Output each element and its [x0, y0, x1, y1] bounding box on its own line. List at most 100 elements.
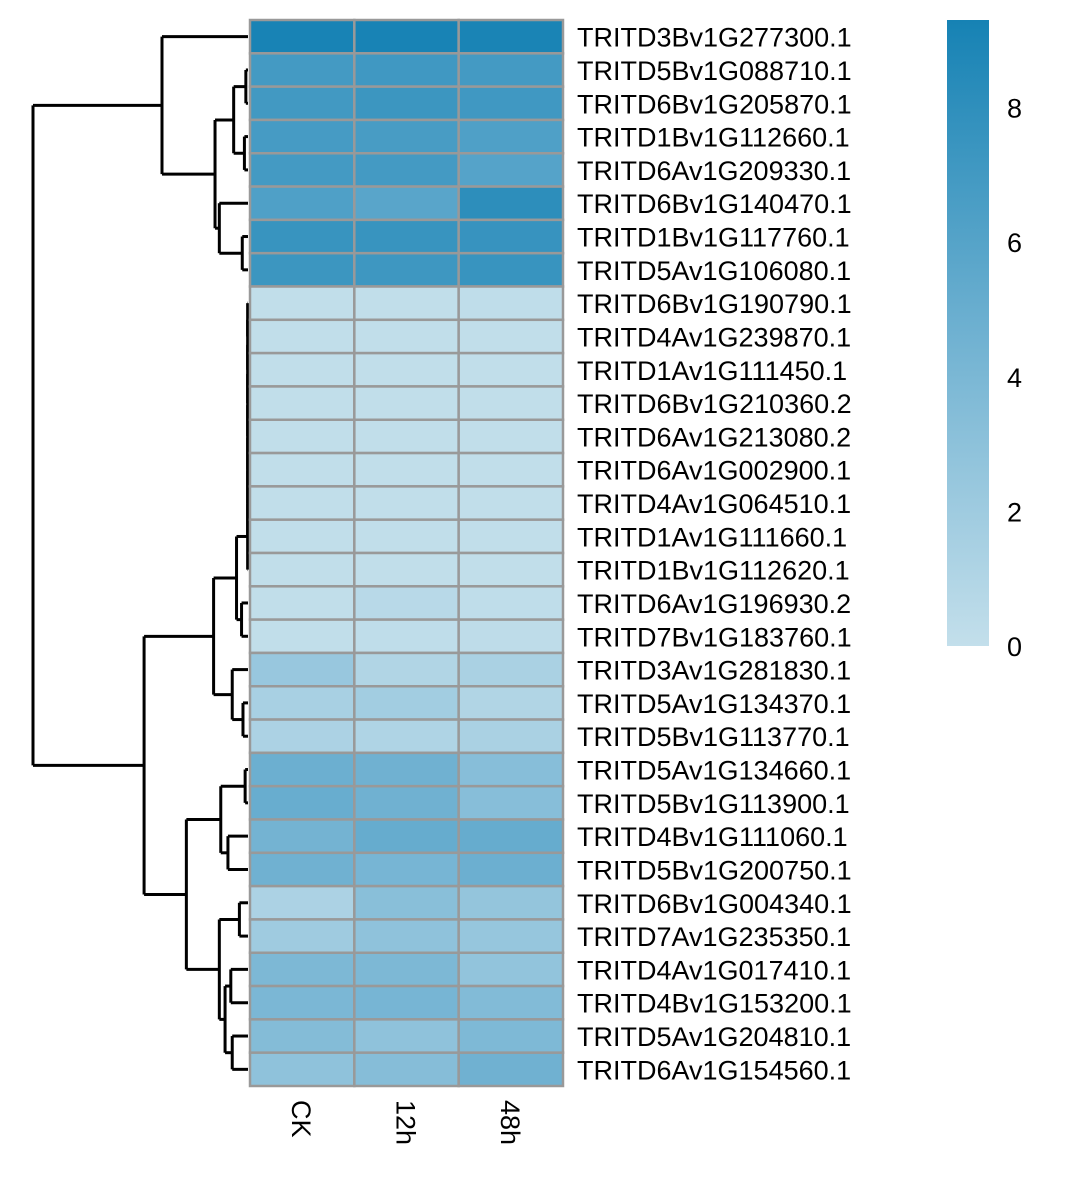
- heatmap-cell: [353, 1018, 460, 1054]
- heatmap-cell: [457, 551, 565, 588]
- heatmap-cell: [248, 551, 356, 588]
- color-legend: 0 2 4 6 8: [947, 20, 1022, 662]
- heatmap-cells: [248, 18, 565, 1088]
- heatmap-cell: [353, 984, 460, 1021]
- heatmap-cell: [353, 518, 460, 555]
- heatmap-cell: [457, 485, 565, 521]
- heatmap-cell: [353, 118, 460, 155]
- legend-tick-label: 8: [1007, 94, 1022, 124]
- heatmap-cell: [248, 585, 356, 621]
- legend-color-bar: [947, 20, 989, 646]
- heatmap-cell: [248, 951, 356, 988]
- row-label: TRITD3Bv1G277300.1: [577, 23, 852, 53]
- heatmap-cell: [248, 651, 356, 688]
- heatmap-cell: [248, 52, 356, 88]
- row-label: TRITD1Bv1G112620.1: [577, 556, 850, 586]
- heatmap-cell: [457, 685, 565, 721]
- heatmap-cell: [457, 518, 565, 555]
- heatmap-cell: [457, 85, 565, 122]
- heatmap-cell: [457, 984, 565, 1021]
- row-label: TRITD7Av1G235350.1: [577, 922, 851, 952]
- row-label: TRITD6Av1G209330.1: [577, 156, 851, 186]
- heatmap-cell: [353, 685, 460, 721]
- heatmap-cell: [457, 418, 565, 455]
- heatmap-cell: [248, 351, 356, 388]
- row-label: TRITD5Av1G134370.1: [577, 689, 851, 719]
- heatmap-cell: [248, 18, 356, 55]
- heatmap-cell: [353, 551, 460, 588]
- row-label: TRITD4Av1G017410.1: [577, 955, 851, 985]
- heatmap-cell: [248, 1018, 356, 1054]
- heatmap-cell: [248, 451, 356, 488]
- heatmap-cell: [248, 818, 356, 855]
- legend-tick-label: 2: [1007, 497, 1022, 527]
- heatmap-cell: [457, 18, 565, 55]
- heatmap-cell: [457, 385, 565, 421]
- row-label: TRITD5Bv1G088710.1: [577, 56, 852, 86]
- heatmap-cell: [457, 718, 565, 755]
- heatmap-cell: [353, 651, 460, 688]
- row-label: TRITD4Av1G239870.1: [577, 322, 851, 352]
- heatmap-cell: [353, 251, 460, 288]
- row-label: TRITD5Bv1G200750.1: [577, 855, 852, 885]
- heatmap-cell: [353, 285, 460, 322]
- heatmap-cell: [248, 418, 356, 455]
- heatmap-cell: [248, 751, 356, 788]
- heatmap-cell: [248, 918, 356, 954]
- row-label: TRITD5Av1G134660.1: [577, 756, 851, 786]
- heatmap-cell: [248, 118, 356, 155]
- column-label: CK: [286, 1100, 316, 1138]
- heatmap-cell: [457, 218, 565, 255]
- heatmap-cell: [248, 618, 356, 655]
- heatmap-cell: [248, 485, 356, 521]
- heatmap-cell: [353, 52, 460, 88]
- heatmap-cell: [353, 818, 460, 855]
- heatmap-cell: [248, 318, 356, 355]
- row-label: TRITD1Av1G111660.1: [577, 522, 847, 552]
- heatmap-cell: [248, 218, 356, 255]
- heatmap-cell: [248, 251, 356, 288]
- row-label: TRITD6Av1G196930.2: [577, 589, 851, 619]
- heatmap-cell: [457, 185, 565, 222]
- heatmap-cell: [457, 651, 565, 688]
- heatmap-cell: [457, 618, 565, 655]
- heatmap-cell: [248, 152, 356, 188]
- heatmap-cell: [248, 884, 356, 921]
- heatmap-cell: [353, 152, 460, 188]
- heatmap-cell: [353, 784, 460, 821]
- heatmap-cell: [353, 718, 460, 755]
- heatmap-cell: [353, 351, 460, 388]
- heatmap-cell: [248, 784, 356, 821]
- heatmap-cell: [248, 185, 356, 222]
- heatmap-cell: [353, 318, 460, 355]
- heatmap-cell: [353, 485, 460, 521]
- heatmap-cell: [353, 851, 460, 888]
- row-label: TRITD5Av1G204810.1: [577, 1022, 851, 1052]
- heatmap-cell: [248, 385, 356, 421]
- row-label: TRITD1Bv1G112660.1: [577, 123, 850, 153]
- heatmap-cell: [248, 685, 356, 721]
- row-label: TRITD5Av1G106080.1: [577, 256, 851, 286]
- legend-tick-label: 0: [1007, 632, 1022, 662]
- row-label: TRITD6Bv1G210360.2: [577, 389, 852, 419]
- row-label: TRITD7Bv1G183760.1: [577, 622, 852, 652]
- heatmap-cell: [353, 751, 460, 788]
- heatmap-cell: [457, 1051, 565, 1088]
- heatmap-cell: [457, 784, 565, 821]
- heatmap-cell: [248, 851, 356, 888]
- legend-tick-label: 6: [1007, 228, 1022, 258]
- heatmap-cell: [457, 851, 565, 888]
- row-label: TRITD6Av1G154560.1: [577, 1055, 851, 1085]
- heatmap-cell: [457, 818, 565, 855]
- row-label: TRITD1Bv1G117760.1: [577, 223, 850, 253]
- heatmap-cell: [457, 1018, 565, 1054]
- row-label: TRITD5Bv1G113770.1: [577, 722, 850, 752]
- row-label: TRITD6Av1G002900.1: [577, 456, 851, 486]
- heatmap-cell: [457, 951, 565, 988]
- heatmap-cell: [248, 285, 356, 322]
- heatmap-cell: [353, 884, 460, 921]
- heatmap-cell: [457, 884, 565, 921]
- row-label: TRITD4Bv1G153200.1: [577, 989, 852, 1019]
- heatmap-cell: [353, 418, 460, 455]
